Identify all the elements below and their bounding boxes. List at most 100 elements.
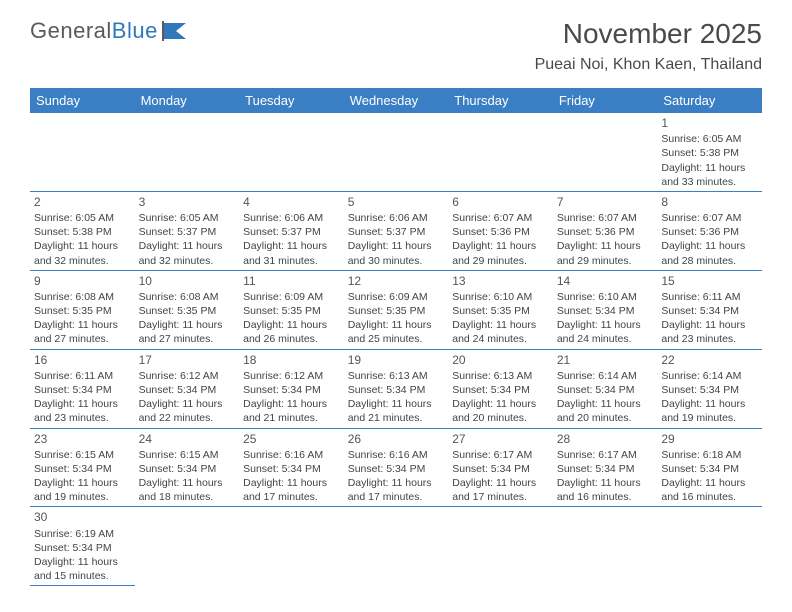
sunset-line: Sunset: 5:35 PM [452,304,549,318]
weekday-header: Saturday [657,88,762,113]
sunset-line: Sunset: 5:37 PM [139,225,236,239]
day-number: 7 [557,194,654,210]
day-number: 6 [452,194,549,210]
day-number: 21 [557,352,654,368]
day-number: 8 [661,194,758,210]
sunrise-line: Sunrise: 6:13 AM [452,369,549,383]
calendar-day-cell: 21Sunrise: 6:14 AMSunset: 5:34 PMDayligh… [553,349,658,428]
weekday-header: Friday [553,88,658,113]
daylight-line: Daylight: 11 hours and 31 minutes. [243,239,340,267]
calendar-empty-cell [448,113,553,191]
day-number: 11 [243,273,340,289]
daylight-line: Daylight: 11 hours and 22 minutes. [139,397,236,425]
sunset-line: Sunset: 5:34 PM [452,383,549,397]
day-number: 2 [34,194,131,210]
calendar-day-cell: 29Sunrise: 6:18 AMSunset: 5:34 PMDayligh… [657,428,762,507]
calendar-day-cell: 25Sunrise: 6:16 AMSunset: 5:34 PMDayligh… [239,428,344,507]
calendar-day-cell: 7Sunrise: 6:07 AMSunset: 5:36 PMDaylight… [553,191,658,270]
calendar-day-cell: 1Sunrise: 6:05 AMSunset: 5:38 PMDaylight… [657,113,762,191]
sunrise-line: Sunrise: 6:10 AM [557,290,654,304]
sunrise-line: Sunrise: 6:09 AM [348,290,445,304]
sunset-line: Sunset: 5:34 PM [557,304,654,318]
daylight-line: Daylight: 11 hours and 19 minutes. [661,397,758,425]
daylight-line: Daylight: 11 hours and 21 minutes. [243,397,340,425]
sunrise-line: Sunrise: 6:06 AM [348,211,445,225]
daylight-line: Daylight: 11 hours and 20 minutes. [452,397,549,425]
calendar-week-row: 2Sunrise: 6:05 AMSunset: 5:38 PMDaylight… [30,191,762,270]
calendar-week-row: 16Sunrise: 6:11 AMSunset: 5:34 PMDayligh… [30,349,762,428]
day-number: 18 [243,352,340,368]
sunset-line: Sunset: 5:35 PM [34,304,131,318]
calendar-day-cell: 2Sunrise: 6:05 AMSunset: 5:38 PMDaylight… [30,191,135,270]
daylight-line: Daylight: 11 hours and 24 minutes. [557,318,654,346]
calendar-day-cell: 16Sunrise: 6:11 AMSunset: 5:34 PMDayligh… [30,349,135,428]
day-number: 27 [452,431,549,447]
daylight-line: Daylight: 11 hours and 16 minutes. [557,476,654,504]
sunrise-line: Sunrise: 6:08 AM [139,290,236,304]
daylight-line: Daylight: 11 hours and 27 minutes. [139,318,236,346]
calendar-day-cell: 26Sunrise: 6:16 AMSunset: 5:34 PMDayligh… [344,428,449,507]
sunrise-line: Sunrise: 6:07 AM [557,211,654,225]
calendar-empty-cell [239,113,344,191]
sunrise-line: Sunrise: 6:05 AM [34,211,131,225]
calendar-week-row: 1Sunrise: 6:05 AMSunset: 5:38 PMDaylight… [30,113,762,191]
sunset-line: Sunset: 5:34 PM [557,383,654,397]
sunset-line: Sunset: 5:34 PM [34,541,131,555]
sunrise-line: Sunrise: 6:12 AM [139,369,236,383]
sunset-line: Sunset: 5:34 PM [661,383,758,397]
sunset-line: Sunset: 5:34 PM [661,462,758,476]
day-number: 25 [243,431,340,447]
calendar-day-cell: 12Sunrise: 6:09 AMSunset: 5:35 PMDayligh… [344,270,449,349]
sunset-line: Sunset: 5:38 PM [661,146,758,160]
daylight-line: Daylight: 11 hours and 25 minutes. [348,318,445,346]
calendar-day-cell: 3Sunrise: 6:05 AMSunset: 5:37 PMDaylight… [135,191,240,270]
day-number: 10 [139,273,236,289]
daylight-line: Daylight: 11 hours and 32 minutes. [34,239,131,267]
sunset-line: Sunset: 5:37 PM [348,225,445,239]
calendar-empty-cell [344,113,449,191]
weekday-header-row: SundayMondayTuesdayWednesdayThursdayFrid… [30,88,762,113]
daylight-line: Daylight: 11 hours and 30 minutes. [348,239,445,267]
sunset-line: Sunset: 5:38 PM [34,225,131,239]
day-number: 23 [34,431,131,447]
calendar-empty-cell [553,113,658,191]
sunset-line: Sunset: 5:34 PM [243,462,340,476]
calendar-day-cell: 15Sunrise: 6:11 AMSunset: 5:34 PMDayligh… [657,270,762,349]
calendar-day-cell: 19Sunrise: 6:13 AMSunset: 5:34 PMDayligh… [344,349,449,428]
day-number: 3 [139,194,236,210]
daylight-line: Daylight: 11 hours and 15 minutes. [34,555,131,583]
sunset-line: Sunset: 5:34 PM [34,462,131,476]
calendar-week-row: 23Sunrise: 6:15 AMSunset: 5:34 PMDayligh… [30,428,762,507]
sunrise-line: Sunrise: 6:16 AM [348,448,445,462]
weekday-header: Sunday [30,88,135,113]
calendar-day-cell: 28Sunrise: 6:17 AMSunset: 5:34 PMDayligh… [553,428,658,507]
sunrise-line: Sunrise: 6:08 AM [34,290,131,304]
sunset-line: Sunset: 5:36 PM [661,225,758,239]
sunrise-line: Sunrise: 6:17 AM [452,448,549,462]
calendar-day-cell: 9Sunrise: 6:08 AMSunset: 5:35 PMDaylight… [30,270,135,349]
daylight-line: Daylight: 11 hours and 23 minutes. [661,318,758,346]
daylight-line: Daylight: 11 hours and 17 minutes. [452,476,549,504]
sunrise-line: Sunrise: 6:18 AM [661,448,758,462]
calendar-empty-cell [135,113,240,191]
logo-text-2: Blue [112,18,158,44]
calendar-day-cell: 6Sunrise: 6:07 AMSunset: 5:36 PMDaylight… [448,191,553,270]
calendar-day-cell: 24Sunrise: 6:15 AMSunset: 5:34 PMDayligh… [135,428,240,507]
calendar-day-cell: 14Sunrise: 6:10 AMSunset: 5:34 PMDayligh… [553,270,658,349]
daylight-line: Daylight: 11 hours and 17 minutes. [243,476,340,504]
sunrise-line: Sunrise: 6:14 AM [557,369,654,383]
day-number: 1 [661,115,758,131]
day-number: 19 [348,352,445,368]
weekday-header: Thursday [448,88,553,113]
daylight-line: Daylight: 11 hours and 18 minutes. [139,476,236,504]
day-number: 9 [34,273,131,289]
daylight-line: Daylight: 11 hours and 28 minutes. [661,239,758,267]
daylight-line: Daylight: 11 hours and 24 minutes. [452,318,549,346]
calendar-empty-cell [657,507,762,586]
sunrise-line: Sunrise: 6:07 AM [661,211,758,225]
sunrise-line: Sunrise: 6:11 AM [661,290,758,304]
calendar-day-cell: 8Sunrise: 6:07 AMSunset: 5:36 PMDaylight… [657,191,762,270]
sunset-line: Sunset: 5:34 PM [348,462,445,476]
calendar-day-cell: 30Sunrise: 6:19 AMSunset: 5:34 PMDayligh… [30,507,135,586]
calendar-day-cell: 13Sunrise: 6:10 AMSunset: 5:35 PMDayligh… [448,270,553,349]
